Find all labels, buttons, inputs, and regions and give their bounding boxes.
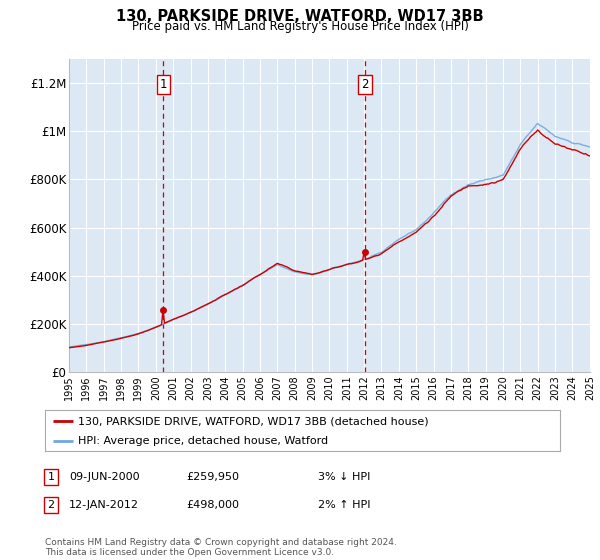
Text: Price paid vs. HM Land Registry's House Price Index (HPI): Price paid vs. HM Land Registry's House … xyxy=(131,20,469,32)
Text: 2% ↑ HPI: 2% ↑ HPI xyxy=(318,500,371,510)
Text: 3% ↓ HPI: 3% ↓ HPI xyxy=(318,472,370,482)
Text: £259,950: £259,950 xyxy=(186,472,239,482)
Text: 1: 1 xyxy=(160,78,167,91)
Text: 12-JAN-2012: 12-JAN-2012 xyxy=(69,500,139,510)
Text: Contains HM Land Registry data © Crown copyright and database right 2024.
This d: Contains HM Land Registry data © Crown c… xyxy=(45,538,397,557)
Text: 130, PARKSIDE DRIVE, WATFORD, WD17 3BB (detached house): 130, PARKSIDE DRIVE, WATFORD, WD17 3BB (… xyxy=(79,417,429,426)
Text: 1: 1 xyxy=(47,472,55,482)
Text: 130, PARKSIDE DRIVE, WATFORD, WD17 3BB: 130, PARKSIDE DRIVE, WATFORD, WD17 3BB xyxy=(116,9,484,24)
Text: HPI: Average price, detached house, Watford: HPI: Average price, detached house, Watf… xyxy=(79,436,329,446)
Text: 2: 2 xyxy=(361,78,368,91)
Text: 09-JUN-2000: 09-JUN-2000 xyxy=(69,472,140,482)
Text: £498,000: £498,000 xyxy=(186,500,239,510)
Text: 2: 2 xyxy=(47,500,55,510)
